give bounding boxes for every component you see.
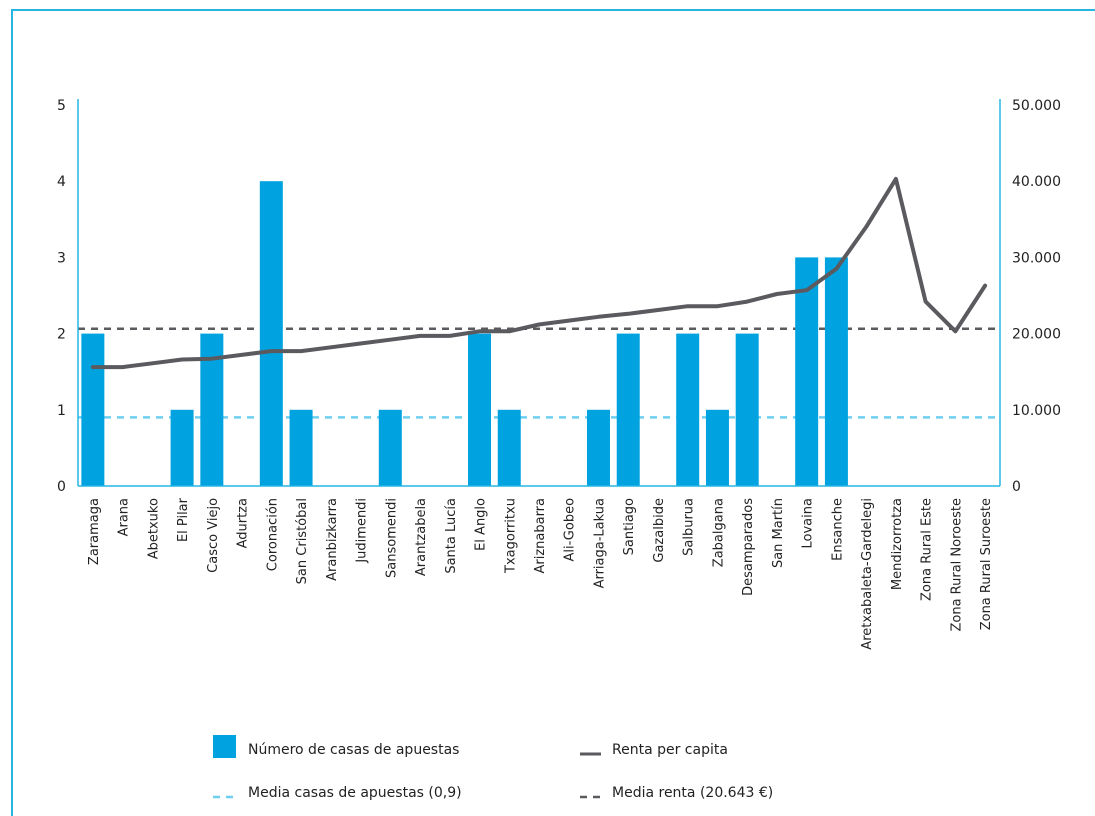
x-category-label-27: Mendizorrotza xyxy=(890,498,905,590)
x-category-label-9: Judimendi xyxy=(355,498,370,564)
x-category-label-16: Ali-Gobeo xyxy=(563,498,578,562)
left-tick-label-1: 1 xyxy=(57,403,66,419)
legend-swatch-bars xyxy=(213,735,236,758)
x-category-label-14: Txagorritxu xyxy=(503,498,518,574)
bar-0 xyxy=(81,333,105,486)
bar-20 xyxy=(676,333,700,486)
x-category-label-11: Arantzabela xyxy=(414,498,429,576)
bar-6 xyxy=(259,181,283,486)
x-category-label-1: Arana xyxy=(117,498,132,536)
bar-7 xyxy=(289,409,313,486)
x-category-label-2: Abetxuko xyxy=(146,498,161,559)
legend-label-income: Renta per capita xyxy=(612,742,728,758)
x-category-label-29: Zona Rural Noroeste xyxy=(949,498,964,632)
bar-14 xyxy=(497,409,521,486)
x-category-label-13: El Anglo xyxy=(474,498,489,551)
x-category-label-24: Lovaina xyxy=(801,498,816,548)
x-axis-categories: Zaramaga Arana Abetxuko El Pilar Casco Viejo… xyxy=(87,497,994,649)
bar-3 xyxy=(170,409,194,486)
bar-10 xyxy=(378,409,402,486)
left-tick-label-4: 4 xyxy=(57,174,66,190)
x-category-label-7: San Cristóbal xyxy=(295,498,310,584)
x-category-label-28: Zona Rural Este xyxy=(920,498,935,601)
left-tick-label-5: 5 xyxy=(57,98,66,114)
x-category-label-20: Salburua xyxy=(682,498,697,556)
x-category-label-0: Zaramaga xyxy=(87,498,102,565)
x-category-label-21: Zabalgana xyxy=(712,498,727,567)
x-category-label-8: Aranbizkarra xyxy=(325,498,340,581)
income-line-group xyxy=(90,176,988,370)
x-category-label-5: Adurtza xyxy=(236,498,251,548)
x-category-label-4: Casco Viejo xyxy=(206,498,221,573)
income-line xyxy=(90,176,988,370)
right-tick-label-5: 50.000 xyxy=(1012,98,1061,114)
x-category-label-22: Desamparados xyxy=(741,498,756,596)
right-tick-label-4: 40.000 xyxy=(1012,174,1061,190)
right-tick-label-3: 30.000 xyxy=(1012,250,1061,266)
x-category-label-18: Santiago xyxy=(622,498,637,555)
right-tick-label-2: 20.000 xyxy=(1012,327,1061,343)
bar-17 xyxy=(586,409,610,486)
axes-group xyxy=(77,99,1001,487)
legend-label-avg-houses: Media casas de apuestas (0,9) xyxy=(248,785,462,801)
x-category-label-17: Arriaga-Lakua xyxy=(593,498,608,588)
left-axis-ticks: 0 1 2 3 4 5 xyxy=(57,98,66,495)
bar-4 xyxy=(200,333,224,486)
x-category-label-10: Sansomendi xyxy=(384,498,399,578)
right-tick-label-1: 10.000 xyxy=(1012,403,1061,419)
legend-label-bars: Número de casas de apuestas xyxy=(248,742,459,758)
legend: Número de casas de apuestas Renta per ca… xyxy=(213,735,773,801)
bar-25 xyxy=(824,257,848,486)
x-category-label-15: Ariznabarra xyxy=(533,498,548,574)
bar-24 xyxy=(795,257,819,486)
x-category-label-30: Zona Rural Suroeste xyxy=(979,498,994,630)
x-category-label-3: El Pilar xyxy=(176,497,191,542)
chart-frame xyxy=(11,9,1095,816)
x-category-label-23: San Martín xyxy=(771,498,786,568)
legend-label-avg-income: Media renta (20.643 €) xyxy=(612,785,773,801)
bar-22 xyxy=(735,333,759,486)
bars-group xyxy=(81,181,848,486)
right-axis-ticks: 0 10.000 20.000 30.000 40.000 50.000 xyxy=(1012,98,1061,495)
x-category-label-19: Gazalbide xyxy=(652,498,667,563)
left-tick-label-0: 0 xyxy=(57,479,66,495)
x-category-label-26: Aretxabaleta-Gardelegi xyxy=(860,498,875,650)
right-tick-label-0: 0 xyxy=(1012,479,1021,495)
x-category-label-6: Coronación xyxy=(265,498,280,571)
left-tick-label-2: 2 xyxy=(57,327,66,343)
x-category-label-25: Ensanche xyxy=(830,498,845,561)
left-tick-label-3: 3 xyxy=(57,250,66,266)
bar-13 xyxy=(468,333,492,486)
x-category-label-12: Santa Lucía xyxy=(444,498,459,574)
bar-18 xyxy=(616,333,640,486)
bar-21 xyxy=(705,409,729,486)
